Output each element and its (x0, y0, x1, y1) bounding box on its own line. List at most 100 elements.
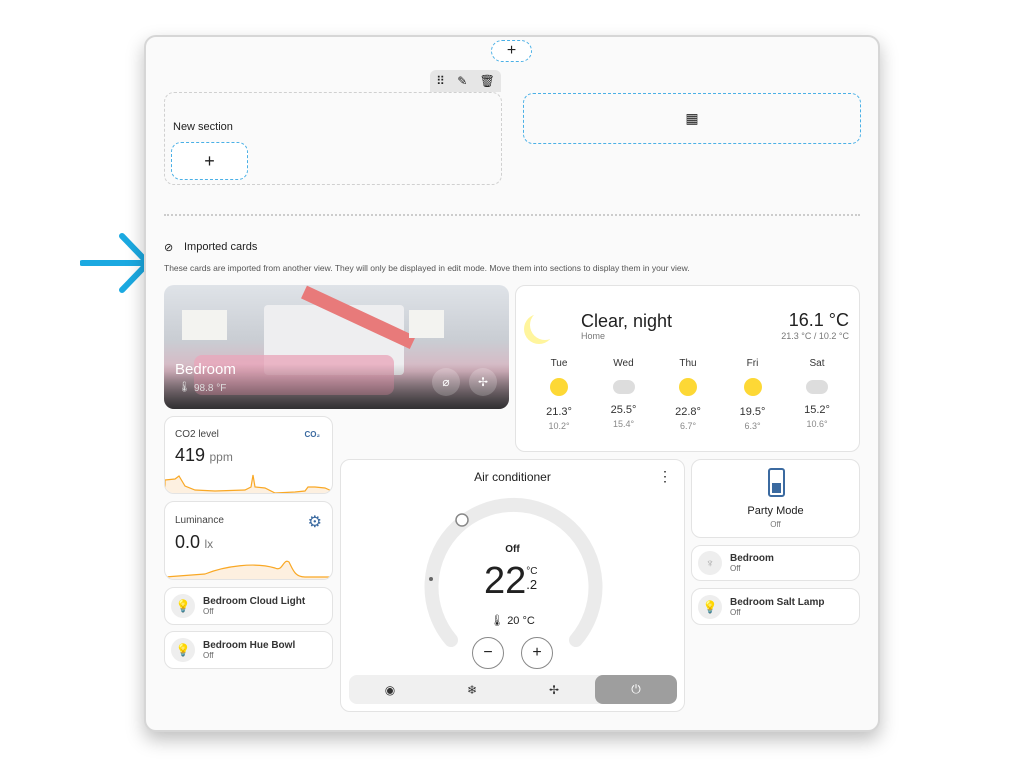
weather-location: Home (581, 331, 606, 341)
weather-temp: 16.1 °C (788, 310, 849, 330)
forecast-low: 6.3° (744, 421, 761, 431)
add-section-top-button[interactable]: + (491, 40, 532, 62)
arrow-indicator (79, 232, 152, 299)
increase-button[interactable]: + (521, 637, 553, 669)
forecast-low: 10.2° (548, 421, 570, 431)
forecast-low: 15.4° (612, 419, 635, 429)
weather-card[interactable]: Clear, night Home 16.1 °C 21.3 °C / 10.2… (515, 285, 860, 452)
forecast-day: Fri 19.5° 6.3° (723, 358, 783, 431)
forecast-day: Sat 15.2° 10.6° (787, 358, 847, 429)
picture-temp: 98.8 °F (194, 383, 227, 394)
luminance-unit: lx (204, 537, 214, 551)
more-menu-icon[interactable]: ⋮ (658, 468, 672, 484)
thermostat-card[interactable]: Air conditioner ⋮ Off 22 °C .2 🌡 20 °C − … (340, 459, 685, 712)
add-card-button[interactable]: + (171, 142, 248, 180)
thermostat-dial[interactable] (421, 495, 606, 655)
forecast-high: 21.3° (546, 406, 572, 418)
fan-mode-button[interactable]: ✢ (548, 682, 560, 697)
forecast-day: Thu 22.8° 6.7° (658, 358, 718, 431)
hvac-mode-bar: ◉ ❄ ✢ ⏻ (349, 675, 677, 704)
light-tile-bedroom[interactable]: ♆ Bedroom Off (691, 545, 860, 581)
plus-icon: + (204, 150, 215, 171)
forecast-day: Tue 21.3° 10.2° (529, 358, 589, 431)
bulb-icon: 💡 (698, 594, 722, 619)
eye-off-icon: ⊘ (164, 242, 174, 254)
thermometer-icon: 🌡 (178, 382, 191, 393)
create-section-button[interactable]: ▦ (523, 93, 861, 144)
co2-value: 419 (175, 445, 206, 465)
imported-description: These cards are imported from another vi… (164, 263, 690, 273)
auto-mode-button[interactable]: ◉ (384, 682, 396, 697)
thermostat-title: Air conditioner (474, 470, 551, 484)
tile-name: Bedroom Cloud Light (203, 596, 306, 607)
thermometer-icon: 🌡 (490, 615, 505, 627)
luminance-card[interactable]: Luminance ⚙ 0.0 lx (164, 501, 333, 580)
target-temp: 22 (484, 560, 527, 602)
bulb-icon: 💡 (171, 638, 195, 662)
dashboard-plus-icon: ▦ (685, 110, 699, 126)
co2-label: CO2 level (175, 429, 219, 440)
light-tile-salt-lamp[interactable]: 💡 Bedroom Salt Lamp Off (691, 588, 860, 625)
off-mode-button[interactable]: ⏻ (595, 675, 677, 704)
sun-icon (679, 378, 697, 396)
picture-card-bedroom[interactable]: Bedroom 🌡 98.8 °F ⌀ ✢ (164, 285, 509, 409)
moon-icon (530, 310, 560, 340)
toggle-icon (768, 468, 785, 497)
brightness-icon: ⚙ (307, 514, 322, 531)
sun-icon (743, 378, 762, 396)
party-state: Off (770, 520, 781, 529)
temp-unit: °C (526, 566, 538, 577)
co2-sparkline (165, 474, 332, 493)
party-name: Party Mode (747, 505, 804, 517)
dial-handle (455, 513, 469, 527)
co2-card[interactable]: CO2 level CO₂ 419 ppm (164, 416, 333, 494)
tile-state: Off (203, 607, 214, 616)
forecast-day-name: Wed (613, 358, 634, 369)
light-tile-cloud[interactable]: 💡 Bedroom Cloud Light Off (164, 587, 333, 625)
bulb-icon: 💡 (171, 594, 195, 618)
forecast-high: 22.8° (675, 406, 701, 418)
section-title: New section (173, 121, 233, 133)
tile-state: Off (730, 564, 741, 573)
cloud-icon (612, 380, 635, 394)
motion-off-icon[interactable]: ⌀ (432, 368, 460, 396)
cool-mode-button[interactable]: ❄ (466, 682, 478, 697)
drag-handle-icon[interactable]: ⠿ (436, 74, 445, 88)
weather-range: 21.3 °C / 10.2 °C (781, 331, 849, 341)
forecast-high: 25.5° (610, 404, 637, 416)
luminance-value: 0.0 (175, 532, 201, 552)
forecast-high: 15.2° (804, 404, 830, 416)
imported-title: Imported cards (184, 241, 258, 253)
hvac-state: Off (505, 544, 520, 555)
forecast-day: Wed 25.5° 15.4° (594, 358, 654, 429)
pencil-icon[interactable]: ✎ (457, 74, 468, 88)
plus-icon: + (506, 42, 517, 59)
tile-name: Bedroom (730, 553, 774, 564)
delete-icon[interactable]: 🗑 (479, 74, 495, 88)
tile-name: Bedroom Salt Lamp (730, 596, 825, 608)
forecast-low: 10.6° (806, 419, 828, 429)
decrease-button[interactable]: − (472, 637, 504, 669)
tile-state: Off (203, 651, 214, 660)
fan-icon[interactable]: ✢ (469, 368, 497, 396)
light-tile-hue-bowl[interactable]: 💡 Bedroom Hue Bowl Off (164, 631, 333, 669)
cloud-icon (806, 380, 828, 394)
party-mode-card[interactable]: Party Mode Off (691, 459, 860, 538)
forecast-day-name: Thu (679, 358, 697, 369)
co2-icon: CO₂ (304, 430, 320, 439)
section-toolbar: ⠿ ✎ 🗑 (430, 70, 501, 92)
co2-unit: ppm (209, 450, 233, 464)
forecast-day-name: Fri (746, 358, 759, 369)
new-section: New section + (164, 92, 502, 185)
temp-decimal: .2 (526, 577, 538, 592)
chandelier-icon: ♆ (698, 551, 722, 575)
weather-condition: Clear, night (581, 311, 673, 331)
luminance-label: Luminance (175, 515, 224, 526)
forecast-high: 19.5° (739, 406, 766, 418)
sun-icon (550, 378, 568, 396)
current-temp: 20 °C (507, 615, 535, 627)
forecast-day-name: Tue (550, 358, 568, 369)
forecast-day-name: Sat (809, 358, 825, 369)
picture-title: Bedroom (175, 361, 236, 378)
forecast-low: 6.7° (679, 421, 697, 431)
